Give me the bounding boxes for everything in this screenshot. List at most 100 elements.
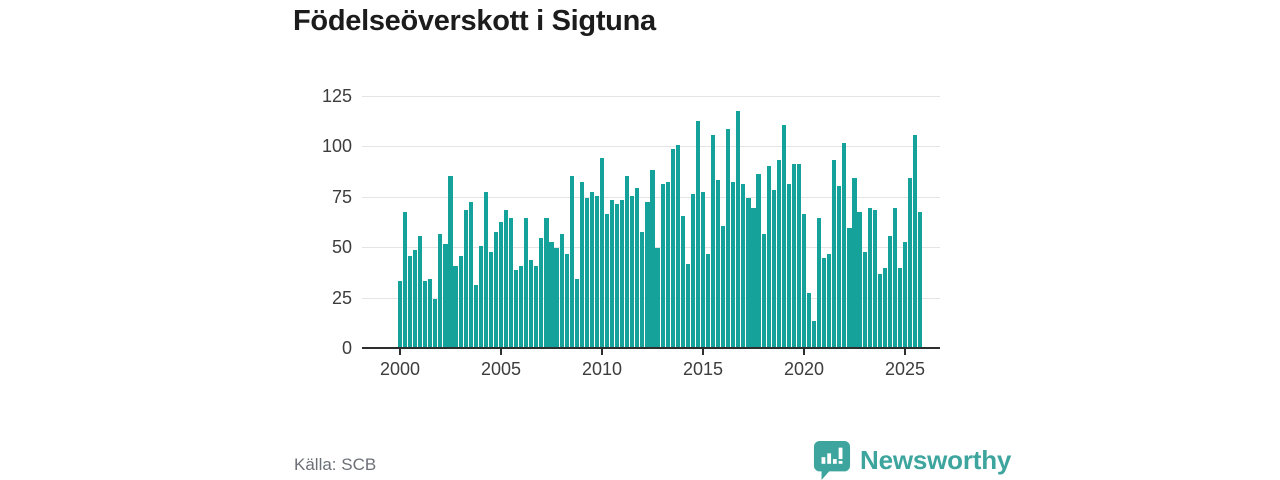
bar	[397, 280, 403, 347]
x-axis-tick-label: 2005	[480, 359, 522, 379]
x-axis-tick	[803, 349, 805, 355]
bar	[630, 195, 635, 347]
bar	[812, 320, 817, 347]
bar	[771, 189, 776, 347]
bar	[418, 236, 423, 347]
bar	[801, 213, 807, 347]
bar	[756, 173, 761, 347]
bar	[902, 242, 908, 347]
y-gridline	[362, 146, 940, 148]
bar	[721, 226, 726, 347]
speech-bubble-bar-chart-icon	[813, 440, 851, 480]
bar	[620, 199, 625, 347]
bar	[408, 256, 413, 347]
bar	[695, 121, 701, 347]
bar	[438, 234, 443, 347]
bar	[736, 111, 741, 347]
bar	[690, 193, 695, 347]
x-axis-tick-label: 2000	[379, 359, 421, 379]
y-axis-tick-label: 75	[331, 186, 352, 207]
bar	[610, 199, 615, 347]
x-axis-tick	[500, 349, 502, 355]
bar	[887, 236, 892, 347]
bar	[680, 216, 685, 347]
bar	[907, 177, 913, 347]
bar	[817, 218, 822, 347]
chart-title: Födelseöverskott i Sigtuna	[293, 5, 656, 37]
bar	[650, 169, 655, 347]
bar	[413, 250, 418, 347]
bar	[584, 197, 589, 347]
bar	[559, 234, 564, 347]
bar	[872, 209, 877, 347]
x-axis-line	[362, 347, 940, 349]
bar	[655, 248, 660, 347]
bar	[423, 280, 428, 347]
bar	[822, 258, 827, 347]
bar	[761, 234, 766, 347]
bar	[913, 135, 918, 347]
bar	[796, 163, 802, 347]
y-axis-tick-label: 25	[331, 287, 352, 308]
bar	[488, 252, 493, 347]
bar	[857, 211, 862, 347]
x-axis-tick	[702, 349, 704, 355]
bar	[791, 163, 796, 347]
bar	[448, 175, 453, 347]
bar	[458, 256, 463, 347]
bar	[716, 179, 721, 347]
y-axis-tick-label: 0	[341, 338, 352, 358]
bar	[731, 181, 736, 347]
source-note: Källa: SCB	[294, 455, 377, 474]
bar	[524, 218, 529, 347]
bar	[832, 159, 837, 347]
bar	[918, 211, 923, 347]
x-axis-tick-label: 2020	[783, 359, 825, 379]
bar	[877, 274, 882, 347]
bar	[468, 201, 473, 347]
bar	[827, 254, 832, 347]
bar	[635, 187, 640, 347]
bar	[514, 270, 519, 347]
bar	[569, 175, 574, 347]
bar	[751, 207, 756, 347]
bar	[741, 183, 746, 347]
newsworthy-wordmark: Newsworthy	[860, 444, 1012, 475]
bar	[847, 228, 852, 347]
bar	[665, 181, 670, 347]
bar	[579, 181, 584, 347]
bar	[604, 213, 610, 347]
y-axis-tick-label: 50	[331, 237, 352, 258]
bar	[670, 149, 675, 347]
bar	[837, 185, 842, 347]
bar	[786, 183, 791, 347]
bar	[519, 266, 524, 347]
bar	[705, 254, 711, 347]
bar	[615, 203, 620, 347]
x-axis-tick	[399, 349, 401, 355]
y-axis-tick-label: 125	[321, 86, 352, 106]
bar	[473, 284, 478, 347]
newsworthy-logo[interactable]: Newsworthy	[813, 440, 1011, 480]
bar	[781, 125, 786, 347]
bar	[640, 232, 645, 347]
bar	[443, 244, 448, 347]
bar	[852, 177, 857, 347]
bar	[660, 183, 665, 347]
bar	[539, 238, 544, 347]
bar	[711, 135, 716, 347]
bar	[498, 222, 504, 347]
bar	[529, 260, 534, 347]
x-axis-tick	[601, 349, 603, 355]
bar	[645, 201, 650, 347]
bar	[726, 129, 731, 347]
plot-area: 0 25 50 75 100 125 2000 2005 2010 2015 2020 2025	[322, 86, 940, 379]
bar	[554, 248, 559, 347]
bar	[806, 292, 812, 347]
y-axis-tick-label: 100	[321, 136, 352, 157]
bar	[882, 268, 887, 347]
bar	[493, 232, 499, 347]
bar	[625, 175, 630, 347]
bar	[478, 246, 483, 347]
bar	[402, 211, 408, 347]
